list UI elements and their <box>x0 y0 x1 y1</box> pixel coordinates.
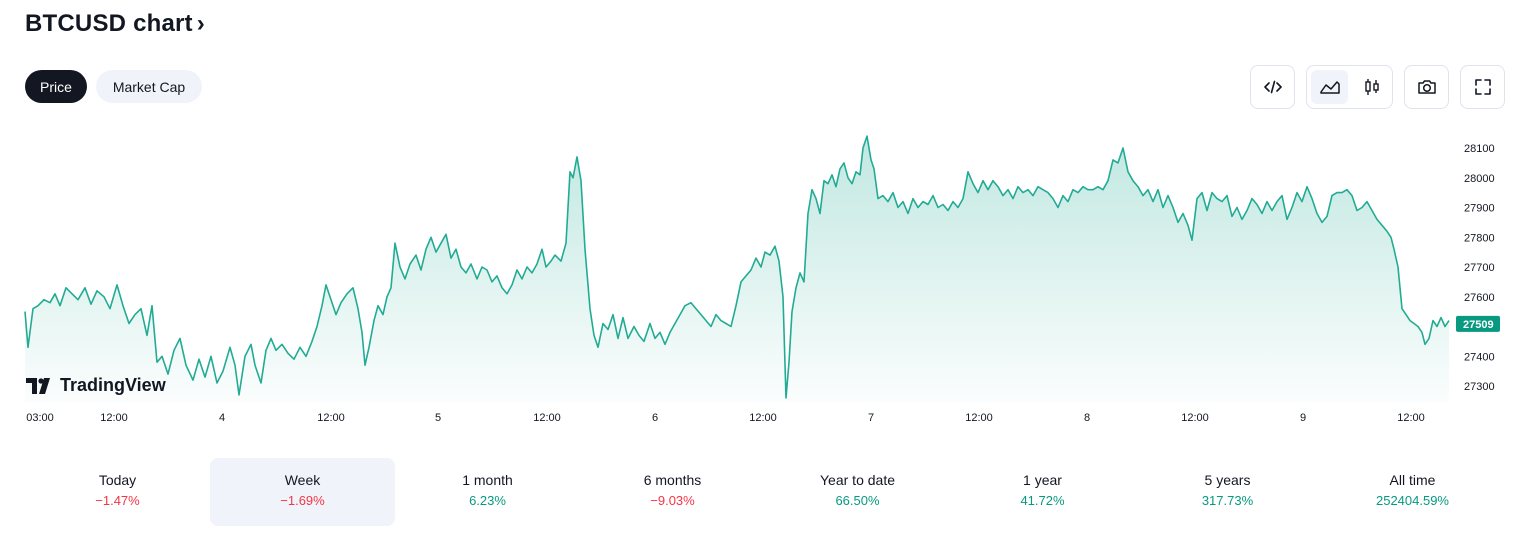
x-axis: 03:00 12:00 4 12:00 5 12:00 6 12:00 7 12:00 8 12:00… <box>26 412 1425 424</box>
period-1-month[interactable]: 1 month 6.23% <box>395 458 580 526</box>
tradingview-logo: TradingView <box>26 375 166 396</box>
y-tick-label: 27300 <box>1464 381 1495 393</box>
y-tick-label: 27700 <box>1464 262 1495 274</box>
period-label: Today <box>98 472 137 488</box>
tab-market-cap-label: Market Cap <box>112 78 186 95</box>
tab-price[interactable]: Price <box>25 70 87 103</box>
x-tick-label: 6 <box>652 412 658 424</box>
period-change: 252404.59% <box>1375 493 1449 508</box>
x-tick-label: 9 <box>1300 412 1306 424</box>
embed-button[interactable] <box>1250 65 1295 109</box>
period-change: −9.03% <box>650 493 695 508</box>
tradingview-logo-text: TradingView <box>60 375 166 395</box>
period-change: −1.47% <box>95 493 140 508</box>
price-area-fill <box>25 136 1449 402</box>
y-tick-label: 28100 <box>1464 143 1495 155</box>
period-label: 1 month <box>462 472 513 488</box>
x-tick-label: 12:00 <box>749 412 777 424</box>
tradingview-logo-icon <box>26 377 50 394</box>
chart-style-toggle <box>1306 65 1393 109</box>
x-tick-label: 03:00 <box>26 412 54 424</box>
candles-style-button[interactable] <box>1353 70 1390 104</box>
period-change: 317.73% <box>1201 493 1254 508</box>
chart-title-text: BTCUSD chart <box>25 10 193 37</box>
y-axis: 2810028000279002780027700276002750027400… <box>1464 143 1495 393</box>
period-change: 66.50% <box>835 493 880 508</box>
last-price-label: 27509 <box>1456 315 1500 332</box>
snapshot-button[interactable] <box>1404 65 1449 109</box>
period-change: 41.72% <box>1020 493 1065 508</box>
period-all-time[interactable]: All time 252404.59% <box>1320 458 1505 526</box>
y-tick-label: 27400 <box>1464 351 1495 363</box>
period-week[interactable]: Week −1.69% <box>210 458 395 526</box>
period-label: All time <box>1389 472 1436 488</box>
area-chart-icon <box>1319 81 1340 94</box>
last-price-value: 27509 <box>1463 319 1494 331</box>
camera-icon <box>1417 80 1436 94</box>
period-label: 6 months <box>643 472 702 488</box>
y-tick-label: 27600 <box>1464 292 1495 304</box>
x-tick-label: 12:00 <box>1181 412 1209 424</box>
x-tick-label: 12:00 <box>965 412 993 424</box>
period-6-months[interactable]: 6 months −9.03% <box>580 458 765 526</box>
x-tick-label: 12:00 <box>317 412 345 424</box>
fullscreen-button[interactable] <box>1460 65 1505 109</box>
x-tick-label: 12:00 <box>533 412 561 424</box>
x-tick-label: 12:00 <box>100 412 128 424</box>
x-tick-label: 7 <box>868 412 874 424</box>
tab-market-cap[interactable]: Market Cap <box>96 70 202 103</box>
last-price-badge <box>1456 315 1500 332</box>
period-label: 1 year <box>1023 472 1062 488</box>
price-chart[interactable]: 2810028000279002780027700276002750027400… <box>0 120 1521 430</box>
x-tick-label: 12:00 <box>1397 412 1425 424</box>
x-tick-label: 5 <box>435 412 441 424</box>
period-year-to-date[interactable]: Year to date 66.50% <box>765 458 950 526</box>
y-tick-label: 28000 <box>1464 173 1495 185</box>
period-performance: Today −1.47% Week −1.69% 1 month 6.23% 6… <box>25 458 1505 526</box>
period-label: Year to date <box>820 472 895 488</box>
period-1-year[interactable]: 1 year 41.72% <box>950 458 1135 526</box>
period-label: 5 years <box>1204 472 1251 488</box>
period-5-years[interactable]: 5 years 317.73% <box>1135 458 1320 526</box>
period-change: 6.23% <box>469 493 506 508</box>
x-tick-label: 4 <box>219 412 225 424</box>
y-tick-label: 27900 <box>1464 203 1495 215</box>
chevron-right-icon: › <box>196 10 205 37</box>
area-style-button[interactable] <box>1311 70 1348 104</box>
x-tick-label: 8 <box>1084 412 1090 424</box>
candlestick-icon <box>1364 79 1379 95</box>
chart-title[interactable]: BTCUSD chart › <box>25 10 205 38</box>
tab-price-label: Price <box>40 78 72 95</box>
period-label: Week <box>284 472 321 488</box>
period-change: −1.69% <box>280 493 325 508</box>
code-icon <box>1263 80 1282 94</box>
price-line <box>24 135 1450 399</box>
fullscreen-icon <box>1474 79 1491 95</box>
period-today[interactable]: Today −1.47% <box>25 458 210 526</box>
y-tick-label: 27800 <box>1464 232 1495 244</box>
